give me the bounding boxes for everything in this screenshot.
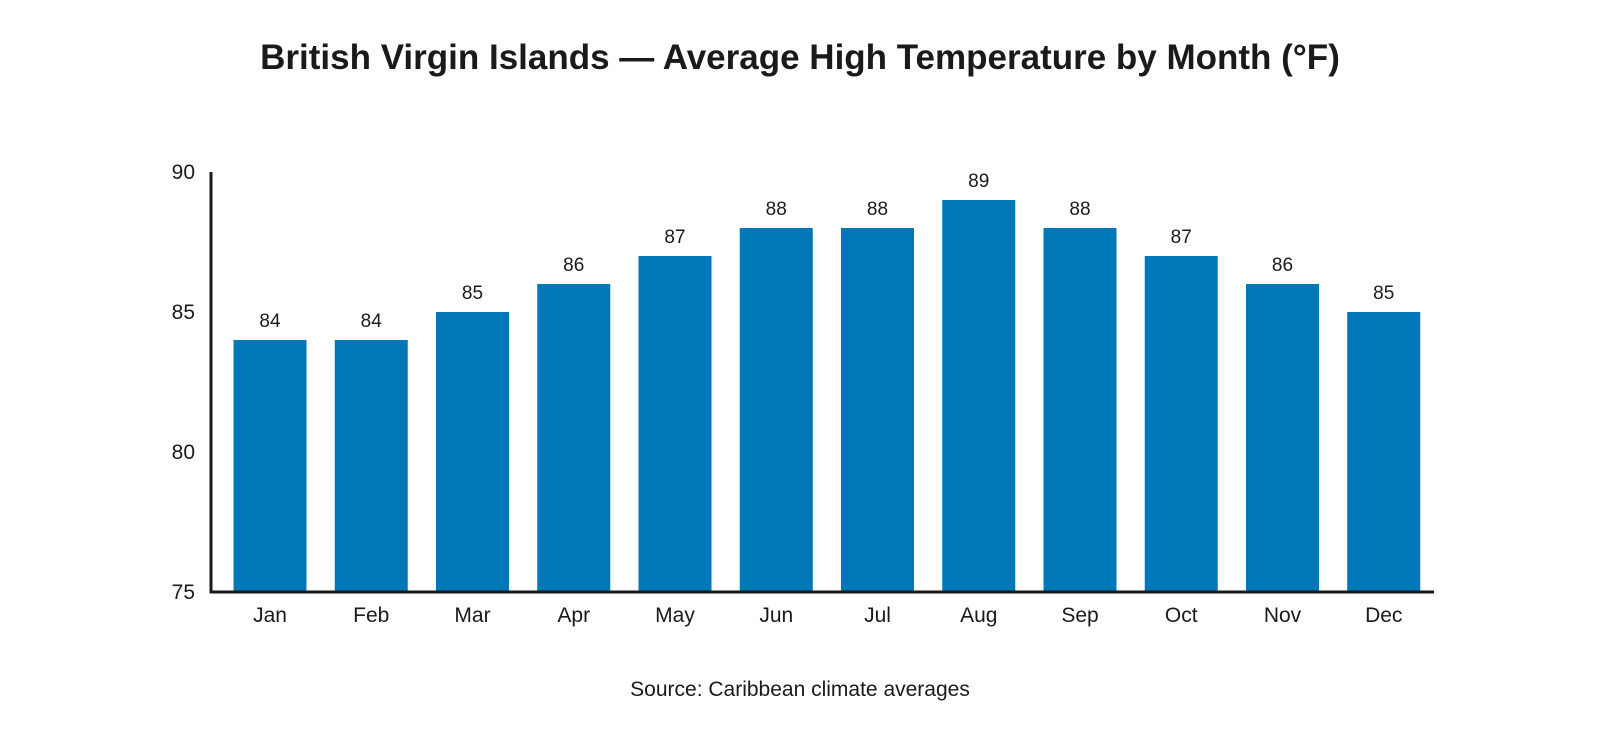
bar [942, 200, 1016, 592]
data-label: 87 [664, 227, 685, 248]
x-tick-label: Jun [759, 604, 793, 627]
x-axis-tick-labels: Jan Feb Mar Apr May Jun Jul Aug Sep Oct Nov Dec [253, 604, 1402, 627]
x-tick-label: Aug [960, 604, 997, 627]
data-label: 88 [766, 199, 787, 220]
x-tick-label: Mar [454, 604, 490, 627]
bar [537, 284, 611, 592]
y-tick-label: 85 [172, 301, 195, 324]
data-label: 88 [1069, 199, 1090, 220]
chart-title: British Virgin Islands — Average High Te… [260, 38, 1340, 77]
data-label: 85 [1373, 283, 1394, 304]
data-labels: 84 84 85 86 87 88 88 89 88 87 86 85 [259, 171, 1394, 332]
bar [739, 228, 813, 592]
x-tick-label: Oct [1165, 604, 1198, 627]
x-tick-label: Apr [557, 604, 590, 627]
x-tick-label: Dec [1365, 604, 1402, 627]
bar [436, 312, 509, 592]
x-tick-label: Feb [353, 604, 389, 627]
data-label: 86 [1272, 255, 1293, 276]
x-tick-label: Sep [1061, 604, 1098, 627]
data-label: 88 [867, 199, 888, 220]
data-label: 84 [259, 311, 281, 332]
source-note: Source: Caribbean climate averages [630, 678, 970, 701]
x-tick-label: Nov [1264, 604, 1302, 627]
data-label: 84 [361, 311, 383, 332]
bar [334, 340, 408, 592]
x-tick-label: May [655, 604, 695, 627]
bar [1246, 284, 1319, 592]
data-label: 85 [462, 283, 483, 304]
y-tick-label: 80 [172, 441, 195, 464]
bar [841, 228, 914, 592]
y-tick-label: 75 [172, 581, 195, 604]
bar [1043, 228, 1117, 592]
bar [1347, 312, 1421, 592]
x-tick-label: Jan [253, 604, 287, 627]
data-label: 87 [1171, 227, 1192, 248]
bar [638, 256, 712, 592]
y-tick-label: 90 [172, 161, 195, 184]
bar [1144, 256, 1218, 592]
bar-series [233, 200, 1421, 592]
y-axis-ticks: 75 80 85 90 [172, 161, 195, 604]
x-tick-label: Jul [864, 604, 891, 627]
data-label: 86 [563, 255, 584, 276]
data-label: 89 [968, 171, 989, 192]
bar [233, 340, 307, 592]
